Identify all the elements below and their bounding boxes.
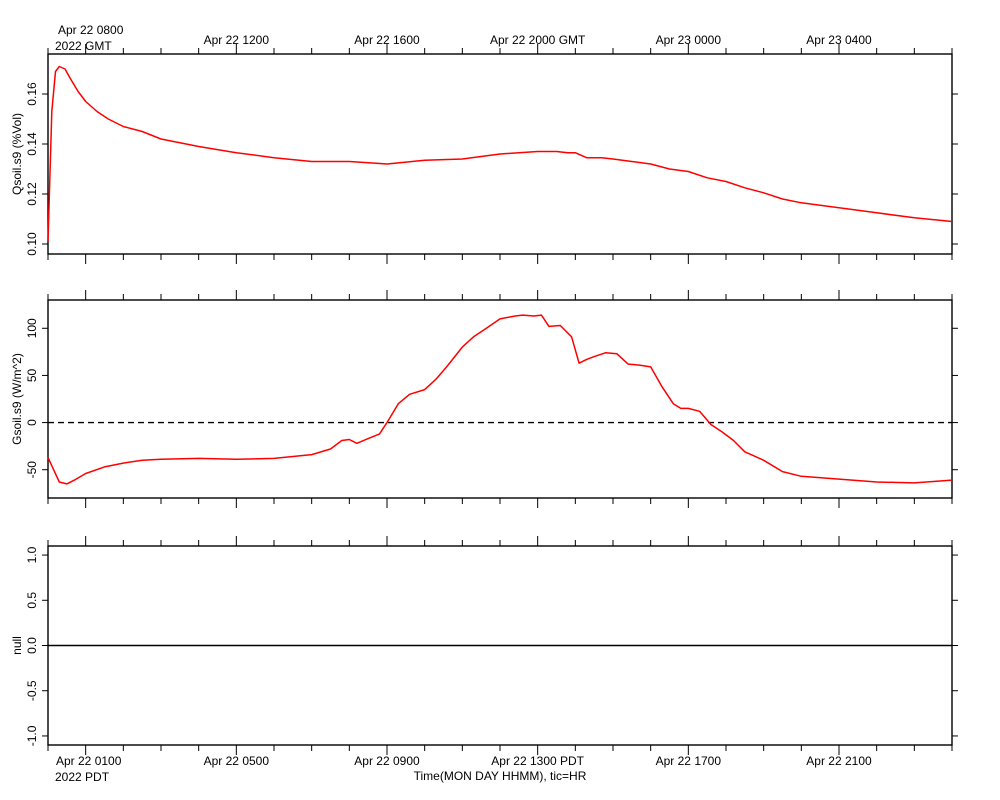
bottom-time-axis: Apr 22 0100 2022 PDT Time(MON DAY HHMM),… (55, 754, 872, 784)
panel-3: -1.0 -0.5 0.0 0.5 1.0 null (10, 536, 958, 755)
y-axis-title: Qsoil.s9 (%Vol) (10, 113, 24, 195)
y-tick-label: 0.5 (25, 592, 39, 609)
series-line-1 (47, 65, 953, 242)
y-tick-label: 1.0 (25, 546, 39, 563)
top-time-axis: Apr 22 0800 2022 GMT Apr 22 1200 Apr 22 1… (55, 23, 872, 53)
top-axis-tick-label: Apr 23 0400 (806, 33, 872, 47)
x-axis-title: Time(MON DAY HHMM), tic=HR (414, 769, 587, 783)
y-tick-label: 100 (25, 318, 39, 338)
y-tick-label: -1.0 (25, 725, 39, 746)
top-axis-tick-label: Apr 22 1200 (204, 33, 270, 47)
y-tick-label: 0.0 (25, 637, 39, 654)
bottom-axis-first-label-line1: Apr 22 0100 (56, 754, 122, 768)
panel-2: -50 0 50 100 Gsoil.s9 (W/m^2) (10, 290, 958, 508)
y-tick-label: 0.10 (25, 232, 39, 256)
bottom-axis-tick-label: Apr 22 0900 (354, 754, 420, 768)
y-tick-label: 0.14 (25, 132, 39, 156)
bottom-axis-tick-label: Apr 22 1700 (656, 754, 722, 768)
y-tick-label: 0.16 (25, 82, 39, 106)
plot-frame (47, 299, 953, 499)
top-axis-tick-label: Apr 23 0000 (656, 33, 722, 47)
top-axis-tick-label: Apr 22 2000 GMT (490, 33, 586, 47)
bottom-axis-tick-label: Apr 22 1300 PDT (491, 754, 584, 768)
y-axis-title: Gsoil.s9 (W/m^2) (10, 353, 24, 445)
top-axis-tick-label: Apr 22 1600 (354, 33, 420, 47)
y-tick-label: -50 (25, 461, 39, 479)
y-tick-label: 0.12 (25, 182, 39, 206)
y-axis-title: null (10, 636, 24, 655)
bottom-axis-first-label-line2: 2022 PDT (55, 770, 110, 784)
top-axis-first-label-line1: Apr 22 0800 (58, 23, 124, 37)
y-tick-label: 50 (25, 368, 39, 382)
top-axis-first-label-line2: 2022 GMT (55, 39, 112, 53)
bottom-axis-tick-label: Apr 22 0500 (204, 754, 270, 768)
bottom-axis-tick-label: Apr 22 2100 (806, 754, 872, 768)
y-tick-label: 0 (25, 419, 39, 426)
series-line-1 (47, 314, 953, 485)
y-tick-label: -0.5 (25, 680, 39, 701)
